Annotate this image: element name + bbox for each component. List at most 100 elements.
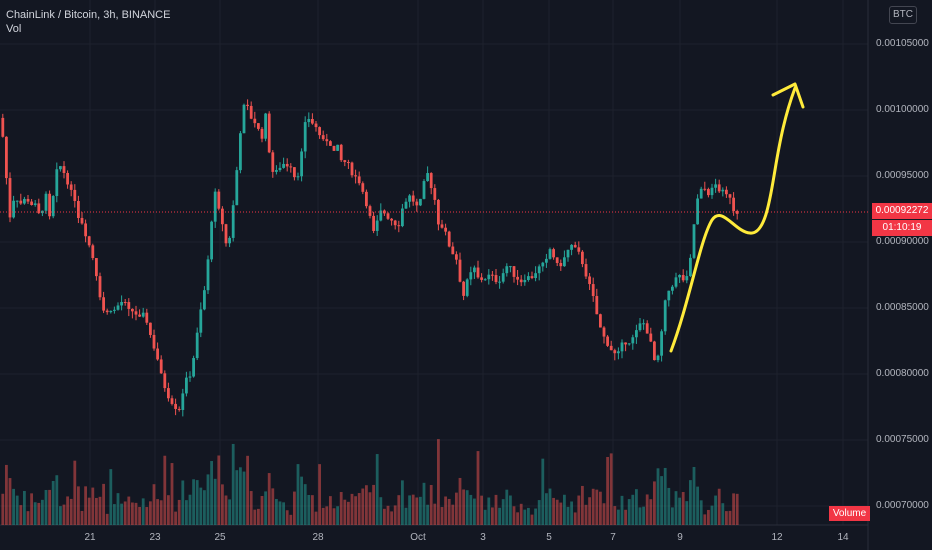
volume-bar xyxy=(318,464,321,525)
volume-bar xyxy=(606,456,609,525)
volume-bar xyxy=(476,451,480,525)
volume-bar xyxy=(725,511,728,525)
candle-body xyxy=(278,167,282,171)
candle-body xyxy=(145,312,149,323)
candle-body xyxy=(213,191,217,222)
candle-body xyxy=(249,105,253,119)
candle-body xyxy=(372,215,375,231)
volume-bar xyxy=(8,478,12,525)
volume-bar xyxy=(59,506,62,525)
volume-bar xyxy=(206,474,210,525)
volume-bar xyxy=(195,480,199,525)
y-tick-label: 0.00085000 xyxy=(876,302,929,313)
candle-body xyxy=(534,273,537,279)
volume-bar xyxy=(26,511,30,525)
volume-bar xyxy=(717,488,721,525)
volume-bar xyxy=(48,489,51,525)
candle-body xyxy=(401,208,404,227)
volume-bar xyxy=(588,497,591,525)
volume-bar xyxy=(570,501,573,525)
candle-body xyxy=(645,323,649,334)
volume-bar xyxy=(141,498,145,525)
candle-body xyxy=(714,184,717,188)
volume-bar xyxy=(498,507,501,525)
candle-body xyxy=(51,196,55,217)
candle-body xyxy=(584,264,588,277)
candle-body xyxy=(447,231,451,247)
volume-bar xyxy=(577,495,581,525)
y-tick-label: 0.00070000 xyxy=(876,500,929,511)
volume-bar xyxy=(519,503,523,525)
candle-body xyxy=(267,113,271,153)
candle-body xyxy=(203,290,206,310)
candle-body xyxy=(8,178,12,218)
volume-bar xyxy=(336,506,339,525)
candle-body xyxy=(408,195,411,202)
candle-body xyxy=(303,122,307,152)
candle-body xyxy=(177,408,181,410)
volume-bar xyxy=(595,489,599,525)
volume-bar xyxy=(51,480,55,525)
volume-bar xyxy=(23,490,26,525)
volume-bar xyxy=(714,495,717,525)
candle-body xyxy=(357,176,361,184)
volume-bar xyxy=(703,514,707,525)
candle-body xyxy=(498,281,501,283)
x-tick-label: 23 xyxy=(149,532,161,543)
volume-bar xyxy=(188,494,192,525)
candle-body xyxy=(30,201,33,205)
candle-body xyxy=(174,403,177,409)
volume-bar xyxy=(285,510,289,525)
volume-bar xyxy=(707,509,710,525)
candle-body xyxy=(62,166,66,174)
candle-body xyxy=(379,210,383,221)
volume-bar xyxy=(350,493,354,525)
volume-bar xyxy=(339,492,343,525)
last-price-label: 0.00092272 xyxy=(872,203,932,219)
symbol-title: ChainLink / Bitcoin, 3h, BINANCE xyxy=(6,9,171,21)
volume-bar xyxy=(170,463,174,525)
candle-body xyxy=(375,220,379,231)
candle-body xyxy=(325,139,329,142)
volume-bar xyxy=(77,486,80,525)
x-tick-label: 25 xyxy=(214,532,226,543)
candle-body xyxy=(692,224,696,258)
candle-body xyxy=(102,297,105,311)
volume-bar xyxy=(372,484,375,525)
candle-body xyxy=(127,302,131,309)
candle-body xyxy=(289,166,293,168)
volume-bar xyxy=(314,511,318,525)
x-tick-label: 28 xyxy=(312,532,324,543)
candle-body xyxy=(253,118,257,124)
candle-body xyxy=(681,275,685,281)
volume-bar xyxy=(325,506,329,525)
volume-bar xyxy=(516,512,519,525)
candle-body xyxy=(228,237,231,244)
candle-body xyxy=(602,327,606,337)
candle-body xyxy=(311,118,314,124)
volume-bar xyxy=(602,503,606,525)
y-tick-label: 0.00105000 xyxy=(876,38,929,49)
currency-button[interactable]: BTC xyxy=(889,6,917,24)
volume-bar xyxy=(264,491,267,525)
volume-bar xyxy=(530,514,534,525)
x-tick-label: 14 xyxy=(837,532,849,543)
volume-bar xyxy=(80,510,84,525)
candle-body xyxy=(163,373,167,389)
candle-body xyxy=(19,200,23,204)
volume-bar xyxy=(433,503,437,525)
candle-body xyxy=(138,314,141,317)
x-tick-label: 3 xyxy=(480,532,486,543)
volume-bar xyxy=(210,461,213,525)
volume-bar xyxy=(62,504,66,525)
volume-bar xyxy=(678,497,681,525)
volume-bar xyxy=(627,499,631,525)
candle-body xyxy=(73,189,77,201)
volume-bar xyxy=(239,467,242,525)
volume-bar xyxy=(624,509,627,525)
volume-bar xyxy=(84,486,87,525)
volume-bar xyxy=(390,511,393,525)
candle-body xyxy=(699,188,703,199)
volume-bar xyxy=(87,497,91,525)
